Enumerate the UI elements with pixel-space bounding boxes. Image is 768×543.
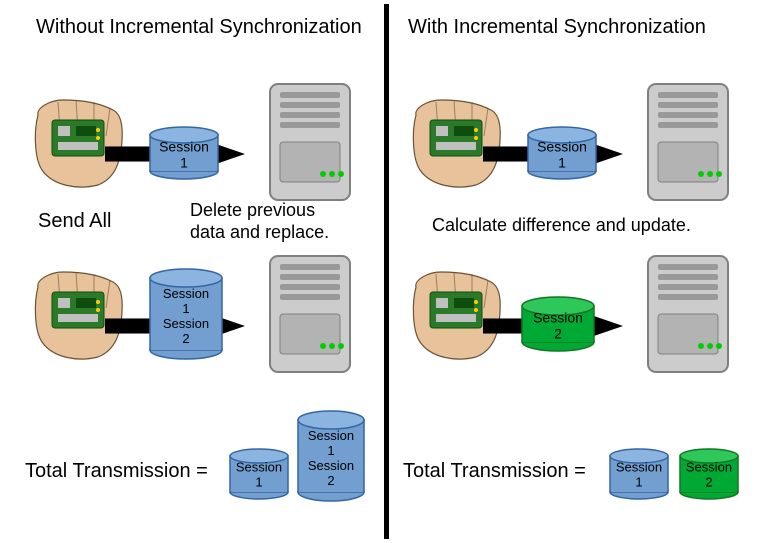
cylinder-label: Session 1 <box>148 139 220 171</box>
cylinder-session1-left: Session 1 <box>148 126 220 180</box>
cylinder-total-s1s2-left: Session 1 Session 2 <box>296 410 366 502</box>
cylinder-session1-2-left: Session 1 Session 2 <box>148 268 224 360</box>
cylinder-session1-right: Session 1 <box>526 126 598 180</box>
server-icon <box>646 82 731 202</box>
caption-calc-update: Calculate difference and update. <box>432 215 691 236</box>
caption-send-all: Send All <box>38 210 111 233</box>
caption-delete-replace: Delete previous data and replace. <box>190 200 329 243</box>
left-title: Without Incremental Synchronization <box>36 16 362 39</box>
cylinder-label: Session 1 <box>228 461 290 491</box>
cylinder-label: Session 1 Session 2 <box>296 429 366 489</box>
cylinder-total-s2-right: Session 2 <box>678 448 740 500</box>
right-title: With Incremental Synchronization <box>408 16 706 39</box>
cylinder-label: Session 1 <box>526 139 598 171</box>
server-icon <box>646 254 731 374</box>
cylinder-label: Session 2 <box>520 310 596 342</box>
cylinder-label: Session 1 Session 2 <box>148 287 224 347</box>
total-label-left: Total Transmission = <box>25 460 208 483</box>
cylinder-label: Session 2 <box>678 461 740 491</box>
cylinder-label: Session 1 <box>608 461 670 491</box>
center-divider <box>384 4 389 539</box>
server-icon <box>268 82 353 202</box>
cylinder-total-s1-left: Session 1 <box>228 448 290 500</box>
server-icon <box>268 254 353 374</box>
cylinder-total-s1-right: Session 1 <box>608 448 670 500</box>
total-label-right: Total Transmission = <box>403 460 586 483</box>
cylinder-session2-right: Session 2 <box>520 296 596 352</box>
